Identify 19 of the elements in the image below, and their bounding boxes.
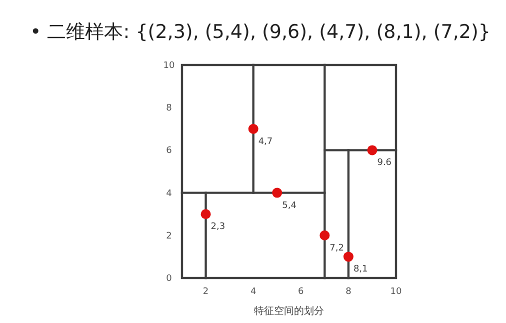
y-tick-label: 4	[166, 188, 172, 199]
x-tick-label: 4	[250, 287, 256, 297]
y-tick-label: 2	[166, 231, 172, 242]
x-tick-label: 8	[346, 287, 352, 297]
x-tick-label: 2	[202, 287, 209, 297]
annotation: 4,7	[258, 136, 273, 147]
y-tick-label: 10	[163, 61, 175, 71]
x-axis-title: 特征空间的划分	[254, 305, 324, 317]
y-tick-label: 6	[166, 146, 172, 156]
annotation: 9.6	[377, 158, 392, 168]
x-tick-label: 10	[390, 287, 402, 297]
x-tick-label: 6	[298, 287, 304, 297]
annotation: 7,2	[330, 243, 344, 254]
y-tick-label: 8	[166, 104, 172, 114]
annotation: 2,3	[210, 222, 226, 232]
annotation: 5,4	[282, 200, 297, 211]
annotation: 8,1	[353, 264, 368, 275]
chart-title: • 二维样本: {(2,3), (5,4), (9,6), (4,7), (8,1), (7,2)}	[30, 21, 491, 43]
y-tick-label: 0	[166, 274, 172, 284]
